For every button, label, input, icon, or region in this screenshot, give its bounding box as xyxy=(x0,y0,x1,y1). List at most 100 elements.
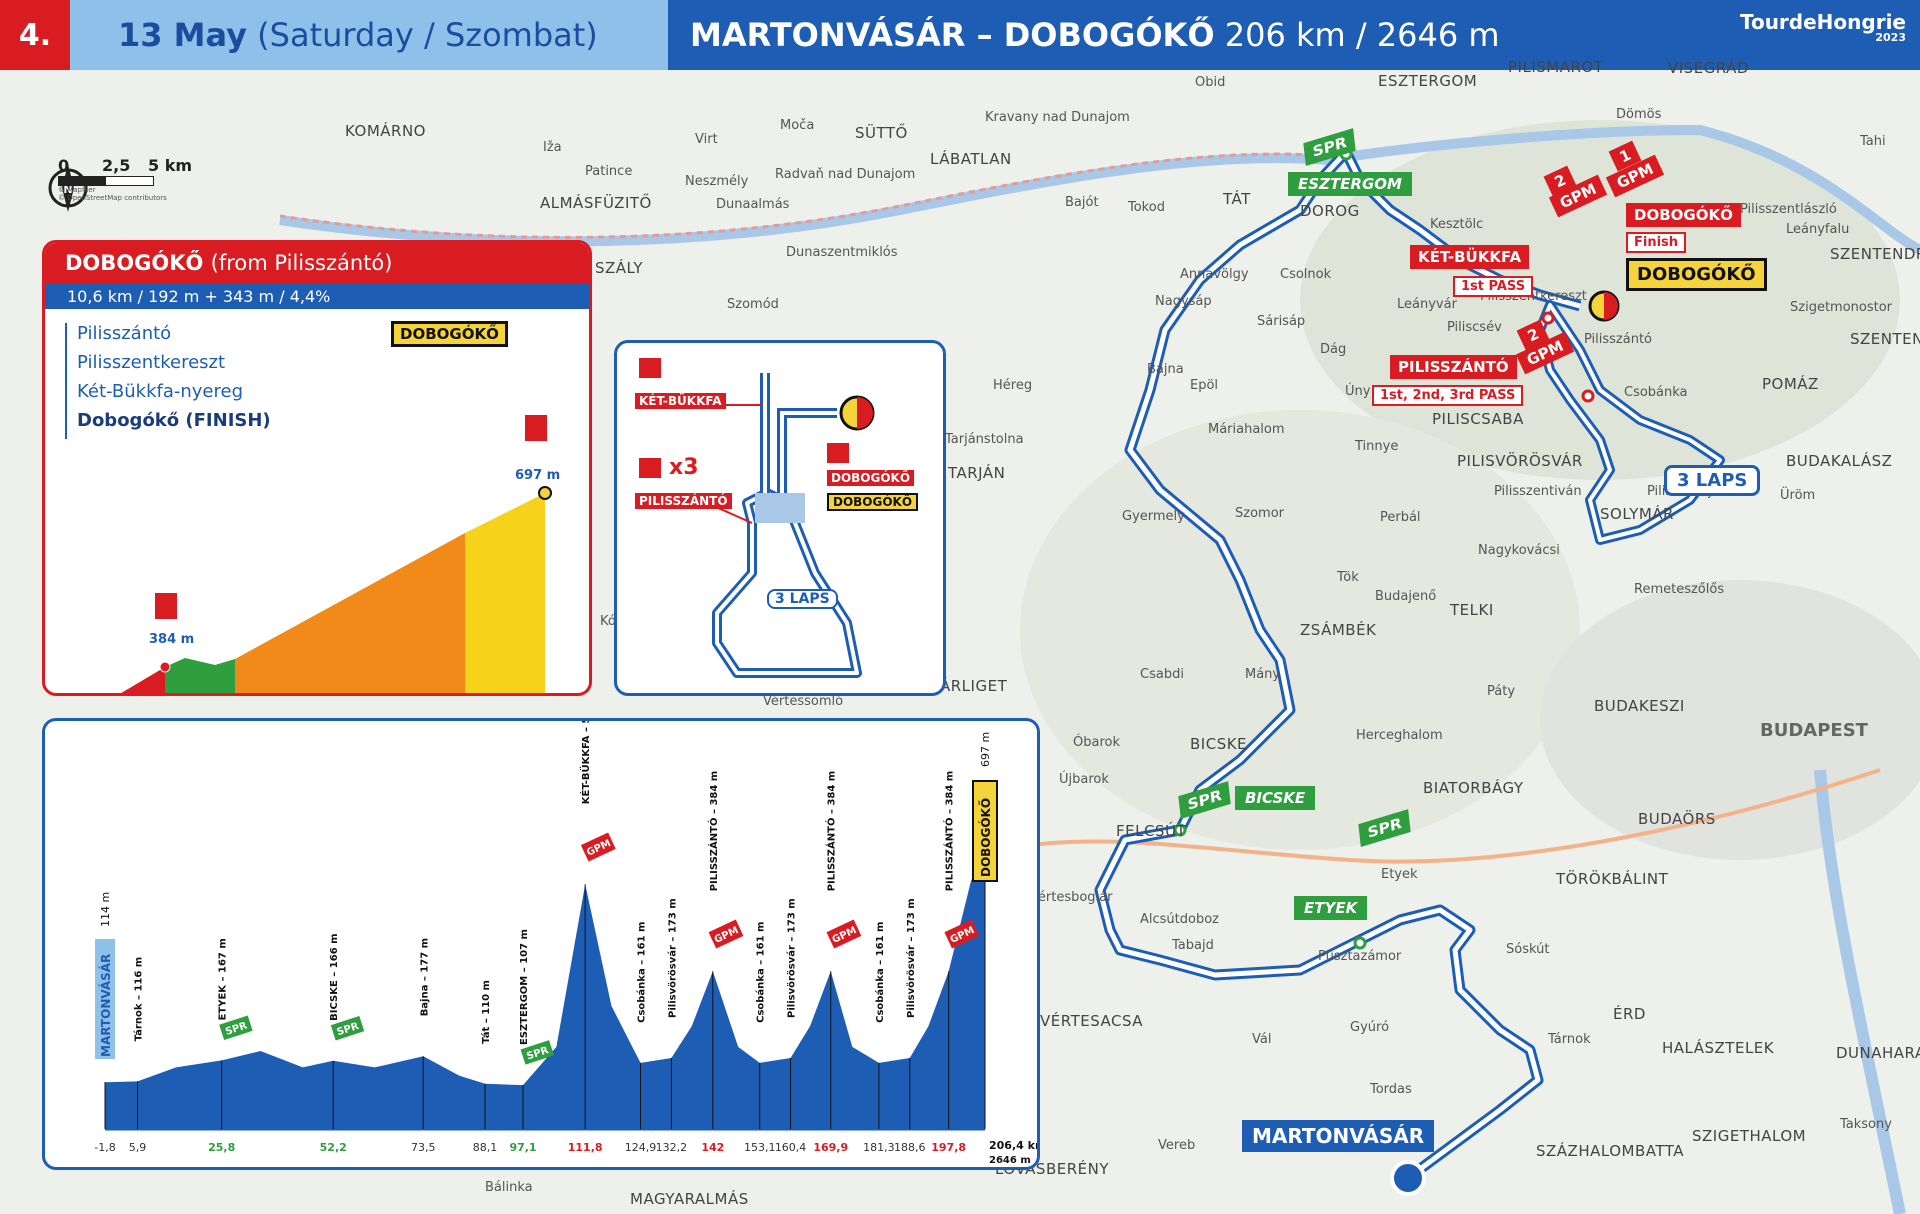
profile-km-label: 197,8 xyxy=(931,1141,966,1154)
profile-km-label: 153,1 xyxy=(744,1141,776,1154)
gpm-point-pilisszanto[interactable] xyxy=(1581,389,1595,403)
place-label: Vértessomló xyxy=(763,694,844,709)
profile-waypoint-label: PILISSZÁNTÓ – 384 m xyxy=(825,771,838,892)
place-label: Sárisáp xyxy=(1257,314,1306,329)
place-label: TARJÁN xyxy=(948,464,1006,482)
profile-start-alt: 114 m xyxy=(99,892,112,927)
climb-waypoint: Pilisszentkereszt xyxy=(77,352,226,373)
profile-km-label: -1,8 xyxy=(94,1141,115,1154)
spr-point-etyek[interactable] xyxy=(1353,936,1367,950)
place-label: BICSKE xyxy=(1190,735,1248,753)
place-label: Bálinka xyxy=(485,1180,533,1195)
place-label: Kravany nad Dunajom xyxy=(985,110,1130,125)
finish-tag: Finish xyxy=(1626,232,1687,253)
motorway xyxy=(999,768,1881,864)
profile-gpm-badge xyxy=(708,919,744,949)
profile-start-box xyxy=(95,939,115,1059)
hills-zsambek xyxy=(1020,410,1580,850)
place-label: Tarjánstolna xyxy=(945,432,1024,447)
ketbukkfa-tag: KÉT-BÜKKFA xyxy=(1410,245,1530,269)
profile-waypoint-label: Bajna – 177 m xyxy=(419,938,430,1016)
place-label: Moča xyxy=(780,118,815,133)
place-label: Herceghalom xyxy=(1356,728,1443,743)
place-label: ÁRLIGET xyxy=(940,677,1008,695)
place-label: Tokod xyxy=(1128,200,1165,215)
profile-start-label: MARTONVÁSÁR xyxy=(98,954,113,1057)
place-label: VÉRTESACSA xyxy=(1040,1012,1144,1030)
climb-alt-mid: 384 m xyxy=(149,632,194,647)
svg-text:N: N xyxy=(63,183,72,196)
place-label: ALMÁSFÜZITŐ xyxy=(540,194,652,212)
inset-dobogoko-yellow: DOBOGÓKŐ xyxy=(827,493,919,511)
place-label: Mány xyxy=(1245,667,1281,682)
profile-km-label: 181,3 xyxy=(863,1141,895,1154)
climb-alt-end: 697 m xyxy=(515,468,560,483)
gpm-point-ketbukkfa[interactable] xyxy=(1541,311,1555,325)
profile-km-label: 124,9 xyxy=(625,1141,657,1154)
scale-credit-2: © OpenStreetMap contributors xyxy=(58,194,167,202)
place-label: Pilisszentiván xyxy=(1494,484,1582,499)
etyek-tag: ETYEK xyxy=(1294,896,1368,920)
place-label: Dág xyxy=(1320,342,1347,357)
profile-finish-alt: 697 m xyxy=(979,732,992,767)
profile-waypoint-label: Csobánka – 161 m xyxy=(874,922,886,1023)
climb-waypoint-finish: Dobogókő (FINISH) xyxy=(77,410,271,431)
spr-point-bicske[interactable] xyxy=(1173,823,1187,837)
climb-finish-tag: DOBOGÓKŐ xyxy=(391,321,508,347)
place-label: TELKI xyxy=(1450,601,1494,619)
place-label: Nagykovácsi xyxy=(1478,543,1560,558)
place-label: Pusztazámor xyxy=(1318,949,1402,964)
finish-inset-diagram xyxy=(639,358,875,678)
place-label: Úny xyxy=(1345,384,1371,399)
profile-finish-box xyxy=(972,780,998,882)
place-label: Máriahalom xyxy=(1208,422,1285,437)
climb-waypoint: Két-Bükkfa-nyereg xyxy=(77,381,243,402)
profile-waypoint-label: ETYEK – 167 m xyxy=(218,938,229,1020)
profile-waypoint-label: Pilisvörösvár – 173 m xyxy=(786,898,798,1018)
logo-text: TourdeHongrie xyxy=(1739,10,1906,34)
place-label: BIATORBÁGY xyxy=(1423,779,1524,797)
profile-waypoint-label: ESZTERGOM – 107 m xyxy=(519,929,530,1045)
climb-title-rest: (from Pilisszántó) xyxy=(210,251,393,275)
place-label: KOMÁRNO xyxy=(345,122,426,140)
passes-tag: 1st, 2nd, 3rd PASS xyxy=(1372,385,1524,406)
profile-km-label: 73,5 xyxy=(411,1141,436,1154)
place-label: Szigetmonostor xyxy=(1790,300,1893,315)
place-label: Sóskút xyxy=(1506,942,1550,957)
place-label: Tárnok xyxy=(1548,1032,1591,1047)
place-label: Tinnye xyxy=(1355,439,1399,454)
place-label: Obid xyxy=(1195,75,1226,90)
stage-date: 13 May (Saturday / Szombat) xyxy=(70,0,668,70)
inset-dobogoko-red: DOBOGÓKŐ xyxy=(827,470,915,486)
start-marker[interactable] xyxy=(1390,1160,1426,1196)
profile-gpm-badge xyxy=(580,832,616,862)
climb-segment xyxy=(121,667,165,693)
stage-profile-panel: Tárnok – 116 m ETYEK – 167 m SPR BICSKE – 1… xyxy=(42,689,1046,1170)
place-label: Leányfalu xyxy=(1786,222,1850,237)
country-border xyxy=(279,152,1331,239)
place-label: Csobánka xyxy=(1624,385,1688,400)
inset-times: x3 xyxy=(669,455,699,480)
tour-logo: TourdeHongrie 2023 xyxy=(1740,12,1906,43)
route-rest: 206 km / 2646 m xyxy=(1224,16,1500,54)
profile-finish-label: DOBOGÓKŐ xyxy=(978,798,993,877)
route-map[interactable]: Obid KOMÁRNO Iža Virt Moča SÜTTŐ Kravany nad D… xyxy=(0,58,1920,1214)
pilis-loop-inner xyxy=(1538,303,1722,542)
place-label: PILISMARÓT xyxy=(1508,58,1604,76)
place-label: TÖRÖKBÁLINT xyxy=(1556,870,1669,888)
place-label: SZÁLY xyxy=(595,259,644,277)
pilisszanto-tag: PILISSZÁNTÓ xyxy=(1390,355,1517,379)
inset-finish-half xyxy=(857,397,873,429)
place-label: LÁBATLAN xyxy=(930,150,1012,168)
profile-waypoint-label: Tárnok – 116 m xyxy=(133,957,145,1042)
place-label: Kesztölc xyxy=(1430,217,1484,232)
header: 4. 13 May (Saturday / Szombat) MARTONVÁS… xyxy=(0,0,1920,70)
date-rest: (Saturday / Szombat) xyxy=(257,16,598,54)
inset-approach-inner xyxy=(763,373,837,493)
danube-river xyxy=(279,124,1920,255)
place-label: ÉRD xyxy=(1613,1005,1646,1023)
place-label: PILISVÖRÖSVÁR xyxy=(1457,452,1583,470)
climb-segment xyxy=(165,658,235,693)
place-label: Vértesboglár xyxy=(1030,890,1113,905)
